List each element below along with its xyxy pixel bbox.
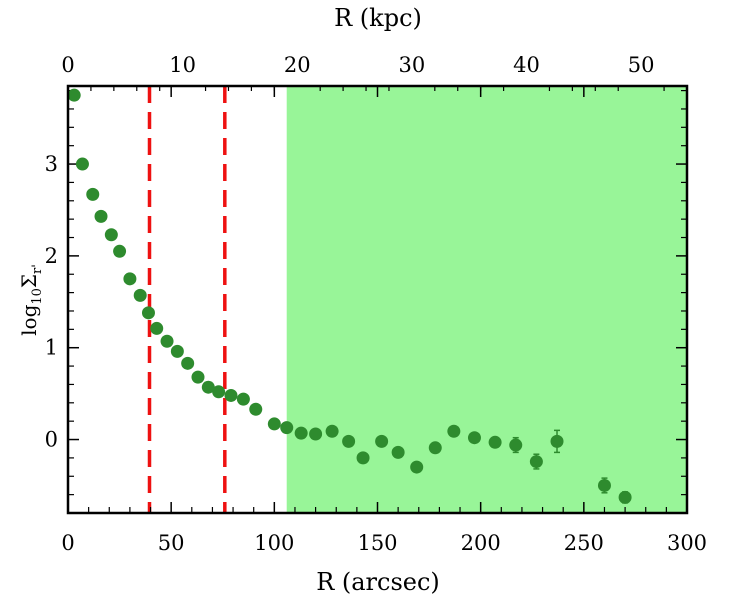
data-point (150, 321, 164, 335)
data-point (224, 388, 238, 402)
x-tick-label: 250 (564, 531, 604, 555)
data-point (201, 380, 215, 394)
data-point (141, 306, 155, 320)
data-point (75, 157, 89, 171)
y-axis-title-log: log (17, 304, 41, 335)
shaded-region (286, 86, 687, 513)
data-point (342, 434, 356, 448)
x-tick-label: 200 (461, 531, 501, 555)
data-point (86, 187, 100, 201)
data-point (249, 402, 263, 416)
x-tick-label: 300 (667, 531, 707, 555)
x-tick-label: 50 (158, 531, 185, 555)
data-point (133, 288, 147, 302)
y-axis-title-symbol: Σ (17, 274, 41, 288)
y-axis-title: log10Σr' (17, 264, 45, 336)
data-point (212, 385, 226, 399)
data-point (509, 438, 523, 452)
x2-tick-label: 20 (284, 53, 311, 77)
y-tick-label: 3 (45, 152, 58, 176)
data-point (375, 434, 389, 448)
data-point (267, 417, 281, 431)
data-point (550, 434, 564, 448)
data-point (94, 209, 108, 223)
data-point (618, 490, 632, 504)
x-axis-title: R (arcsec) (316, 568, 440, 596)
data-point (447, 424, 461, 438)
data-point (529, 455, 543, 469)
data-point (428, 441, 442, 455)
data-point (123, 272, 137, 286)
top-axis-title: R (kpc) (334, 4, 422, 32)
x2-tick-label: 50 (628, 53, 655, 77)
data-point (104, 228, 118, 242)
data-point (170, 344, 184, 358)
x2-tick-label: 40 (513, 53, 540, 77)
data-point (410, 460, 424, 474)
data-point (181, 356, 195, 370)
x-tick-label: 0 (61, 531, 74, 555)
y-axis-title-base: 10 (30, 288, 45, 305)
x-tick-label: 100 (254, 531, 294, 555)
y-tick-label: 2 (45, 244, 58, 268)
y-tick-label: 1 (45, 336, 58, 360)
data-point (325, 424, 339, 438)
x2-tick-label: 10 (169, 53, 196, 77)
data-point (236, 392, 250, 406)
data-point (467, 431, 481, 445)
plot-frame (66, 84, 689, 515)
data-point (391, 445, 405, 459)
data-point (67, 88, 81, 102)
x-tick-label: 150 (357, 531, 397, 555)
data-point (113, 244, 127, 258)
data-point (191, 370, 205, 384)
data-point (488, 435, 502, 449)
data-point (280, 421, 294, 435)
data-point (309, 427, 323, 441)
data-point (356, 451, 370, 465)
y-axis-title-band: r' (30, 264, 45, 274)
data-point (294, 426, 308, 440)
y-tick-label: 0 (45, 428, 58, 452)
x2-tick-label: 0 (61, 53, 74, 77)
data-point (597, 478, 611, 492)
data-point (160, 334, 174, 348)
x2-tick-label: 30 (399, 53, 426, 77)
